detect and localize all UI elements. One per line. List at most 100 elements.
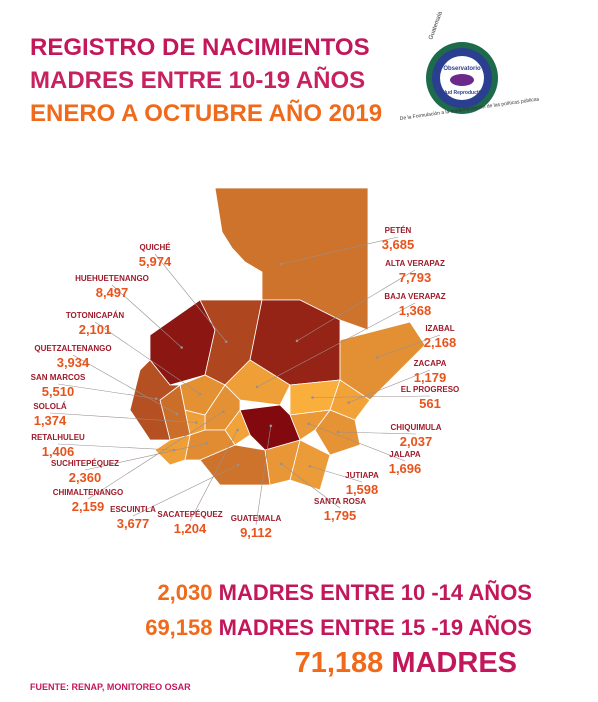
summary-line: 69,158 MADRES ENTRE 15 -19 AÑOS bbox=[145, 615, 532, 640]
department-name: JALAPA bbox=[389, 450, 421, 459]
leader-dot bbox=[194, 421, 198, 424]
source: FUENTE: RENAP, MONITOREO OSAR bbox=[30, 682, 191, 692]
map-labels: PETÉN 3,685 HUEHUETENANGO 8,497 QUICHÉ 5,974 A… bbox=[31, 226, 460, 540]
leader-line bbox=[87, 411, 224, 500]
department-value: 1,795 bbox=[324, 508, 357, 523]
leader-dot bbox=[307, 422, 311, 426]
leader-line bbox=[376, 334, 441, 358]
department-name: SANTA ROSA bbox=[314, 497, 366, 506]
summary-text: MADRES bbox=[391, 647, 517, 679]
leader-line bbox=[256, 302, 416, 388]
leader-dot bbox=[154, 397, 158, 401]
title-line: MADRES ENTRE 10-19 AÑOS bbox=[30, 66, 365, 94]
leader-line bbox=[132, 464, 239, 517]
department-name: EL PROGRESO bbox=[401, 385, 460, 394]
department-value: 1,368 bbox=[399, 303, 432, 318]
leader-dot bbox=[222, 410, 225, 413]
summary-value: 69,158 bbox=[145, 615, 212, 640]
department-name: RETALHULEU bbox=[31, 433, 85, 442]
department-name: ALTA VERAPAZ bbox=[385, 259, 445, 268]
department-name: SACATEPÉQUEZ bbox=[157, 510, 222, 519]
leader-dot bbox=[308, 464, 312, 468]
leader-line bbox=[154, 253, 227, 342]
title-line: REGISTRO DE NACIMIENTOS bbox=[30, 34, 370, 61]
leader-line bbox=[255, 425, 272, 526]
department-value: 1,374 bbox=[34, 413, 67, 428]
leader-dot bbox=[375, 356, 379, 359]
department-name: CHIQUIMULA bbox=[390, 423, 441, 432]
leader-line bbox=[111, 284, 182, 348]
department-value: 1,179 bbox=[414, 370, 447, 385]
leader-line bbox=[348, 369, 431, 403]
department-name: TOTONICAPÁN bbox=[66, 311, 125, 320]
leader-line bbox=[308, 423, 406, 462]
leader-dot bbox=[172, 448, 176, 452]
map bbox=[129, 187, 426, 491]
department-value: 2,037 bbox=[400, 434, 433, 449]
leader-dot bbox=[180, 346, 183, 349]
logo-name: Observatorio bbox=[443, 66, 481, 72]
leader-line bbox=[84, 443, 207, 471]
logo: Guatemala Observatorio Salud Reproductiv… bbox=[399, 10, 540, 122]
department-region bbox=[129, 359, 182, 441]
department-value: 2,101 bbox=[79, 322, 112, 337]
leader-dot bbox=[175, 412, 179, 416]
logo-country: Guatemala bbox=[428, 10, 444, 40]
department-value: 8,497 bbox=[96, 285, 129, 300]
logo-eye bbox=[450, 74, 474, 86]
department-name: QUICHÉ bbox=[139, 243, 171, 252]
summary-text: MADRES ENTRE 10 -14 AÑOS bbox=[219, 580, 532, 605]
department-name: ZACAPA bbox=[414, 359, 447, 368]
leader-line bbox=[57, 383, 157, 400]
logo-subname: Salud Reproductiva bbox=[439, 90, 486, 96]
leader-line bbox=[189, 429, 238, 522]
leader-line bbox=[337, 431, 417, 435]
leader-dot bbox=[198, 392, 202, 396]
leader-dot bbox=[236, 463, 240, 467]
department-name: IZABAL bbox=[425, 324, 454, 333]
department-name: QUETZALTENANGO bbox=[34, 344, 111, 353]
leader-dot bbox=[224, 340, 228, 343]
department-value: 7,793 bbox=[399, 270, 432, 285]
leader-line bbox=[312, 395, 431, 398]
leader-line bbox=[49, 412, 197, 423]
department-name: GUATEMALA bbox=[231, 514, 282, 523]
summary-line: 71,188 MADRES bbox=[295, 647, 517, 679]
department-value: 5,974 bbox=[139, 254, 172, 269]
leader-dot bbox=[347, 401, 351, 404]
department-value: 561 bbox=[419, 396, 441, 411]
department-value: 2,168 bbox=[424, 335, 457, 350]
summary-value: 71,188 bbox=[295, 647, 384, 679]
department-name: JUTIAPA bbox=[345, 471, 379, 480]
department-value: 1,696 bbox=[389, 461, 422, 476]
department-value: 5,510 bbox=[42, 384, 75, 399]
leader-dot bbox=[255, 385, 259, 389]
department-name: BAJA VERAPAZ bbox=[384, 292, 445, 301]
leader-line bbox=[309, 465, 363, 483]
department-name: CHIMALTENANGO bbox=[53, 488, 124, 497]
leader-dot bbox=[269, 424, 273, 428]
summary-line: 2,030 MADRES ENTRE 10 -14 AÑOS bbox=[157, 580, 532, 605]
leader-dot bbox=[311, 396, 314, 399]
department-name: PETÉN bbox=[385, 226, 412, 235]
leader-dot bbox=[279, 462, 283, 466]
leader-line bbox=[281, 236, 399, 265]
leader-line bbox=[57, 443, 175, 451]
department-name: SUCHITEPÉQUEZ bbox=[51, 459, 119, 468]
department-value: 2,159 bbox=[72, 499, 105, 514]
leader-line bbox=[281, 463, 341, 509]
leader-dot bbox=[280, 262, 283, 266]
title-line: ENERO A OCTUBRE AÑO 2019 bbox=[30, 99, 382, 127]
department-name: SOLOLÁ bbox=[33, 402, 67, 411]
department-value: 2,360 bbox=[69, 470, 102, 485]
leader-dot bbox=[236, 428, 239, 432]
leader-dot bbox=[205, 442, 208, 445]
leader-line bbox=[296, 269, 416, 342]
department-value: 1,204 bbox=[174, 521, 207, 536]
department-name: HUEHUETENANGO bbox=[75, 274, 149, 283]
department-value: 3,934 bbox=[57, 355, 90, 370]
department-value: 9,112 bbox=[240, 525, 272, 540]
department-region bbox=[339, 321, 426, 401]
leader-dot bbox=[295, 339, 299, 343]
